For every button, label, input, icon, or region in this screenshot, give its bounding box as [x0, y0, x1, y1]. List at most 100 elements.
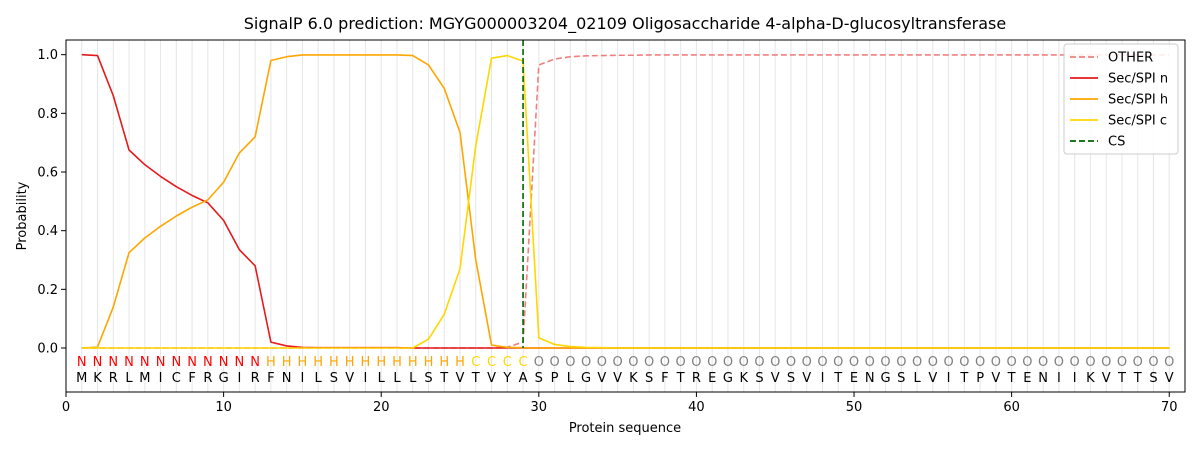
residue-label: N [282, 371, 292, 386]
region-label: N [171, 355, 181, 370]
x-tick-label: 30 [531, 400, 548, 415]
series-line-sec-spi-h [81, 54, 1170, 349]
residue-label: G [881, 371, 891, 386]
residue-label: R [692, 371, 701, 386]
residue-label: V [1165, 371, 1174, 386]
region-label: N [250, 355, 260, 370]
region-label: C [487, 355, 496, 370]
region-label: N [187, 355, 197, 370]
residue-label: G [219, 371, 229, 386]
region-label: C [471, 355, 480, 370]
series-line-other [81, 54, 1170, 349]
chart-title: SignalP 6.0 prediction: MGYG000003204_02… [244, 14, 1006, 34]
region-label: O [660, 355, 670, 370]
sequence-annotations: NMNKNRNLNMNINCNFNRNGNINRHFHNHIHLHSHVHIHL… [76, 355, 1174, 386]
residue-label: M [139, 371, 150, 386]
region-label: O [565, 355, 575, 370]
series-line-sec-spi-c [81, 54, 1170, 349]
residue-label: L [913, 371, 921, 386]
residue-label: T [1133, 371, 1142, 386]
region-label: H [345, 355, 355, 370]
region-label: O [1148, 355, 1158, 370]
region-label: H [266, 355, 276, 370]
region-label: N [93, 355, 103, 370]
residue-label: F [188, 371, 195, 386]
x-tick-label: 50 [846, 400, 863, 415]
region-label: O [534, 355, 544, 370]
region-label: O [817, 355, 827, 370]
region-label: O [707, 355, 717, 370]
region-label: O [896, 355, 906, 370]
region-label: O [880, 355, 890, 370]
region-label: O [865, 355, 875, 370]
region-label: O [691, 355, 701, 370]
region-label: O [644, 355, 654, 370]
region-label: N [156, 355, 166, 370]
region-label: O [1007, 355, 1017, 370]
residue-label: R [203, 371, 212, 386]
legend-label: Sec/SPI n [1108, 72, 1168, 87]
residue-label: V [613, 371, 622, 386]
legend-label: OTHER [1108, 51, 1153, 66]
axes: 0 10 20 30 40 50 60 70 0.0 0.2 0.4 0.6 0.8 1.0 [37, 48, 1177, 415]
region-label: N [140, 355, 150, 370]
residue-label: V [597, 371, 606, 386]
residue-label: V [991, 371, 1000, 386]
residue-label: R [109, 371, 118, 386]
residue-label: E [1023, 371, 1031, 386]
region-label: O [833, 355, 843, 370]
residue-label: I [1057, 371, 1061, 386]
region-label: H [424, 355, 434, 370]
region-label: O [1038, 355, 1048, 370]
y-tick-label: 1.0 [37, 48, 58, 63]
region-label: O [676, 355, 686, 370]
residue-label: K [93, 371, 102, 386]
residue-label: R [251, 371, 260, 386]
region-label: O [975, 355, 985, 370]
residue-label: S [330, 371, 338, 386]
region-label: O [849, 355, 859, 370]
y-tick-label: 0.2 [37, 283, 58, 298]
residue-label: E [850, 371, 858, 386]
region-label: H [439, 355, 449, 370]
region-label: N [77, 355, 87, 370]
residue-label: L [378, 371, 386, 386]
residue-label: S [1149, 371, 1157, 386]
y-tick-label: 0.8 [37, 107, 58, 122]
region-label: N [108, 355, 118, 370]
region-label: O [1054, 355, 1064, 370]
residue-label: T [959, 371, 968, 386]
region-label: O [912, 355, 922, 370]
region-label: H [313, 355, 323, 370]
residue-label: V [1102, 371, 1111, 386]
region-label: N [234, 355, 244, 370]
region-label: O [1101, 355, 1111, 370]
region-label: H [282, 355, 292, 370]
region-label: O [1022, 355, 1032, 370]
region-label: O [723, 355, 733, 370]
residue-label: T [439, 371, 448, 386]
legend-label: Sec/SPI h [1108, 93, 1168, 108]
region-label: O [1070, 355, 1080, 370]
region-label: O [597, 355, 607, 370]
legend-label: Sec/SPI c [1108, 114, 1167, 129]
residue-label: M [76, 371, 87, 386]
residue-label: I [947, 371, 951, 386]
residue-label: T [676, 371, 685, 386]
residue-label: F [267, 371, 274, 386]
y-tick-label: 0.6 [37, 166, 58, 181]
region-label: O [991, 355, 1001, 370]
residue-label: F [661, 371, 668, 386]
residue-label: G [723, 371, 733, 386]
residue-label: I [1073, 371, 1077, 386]
y-tick-label: 0.0 [37, 342, 58, 357]
region-label: O [928, 355, 938, 370]
residue-label: V [928, 371, 937, 386]
residue-label: I [159, 371, 163, 386]
residue-label: C [172, 371, 181, 386]
x-tick-label: 0 [62, 400, 70, 415]
x-tick-label: 70 [1161, 400, 1178, 415]
x-tick-label: 60 [1003, 400, 1020, 415]
region-label: O [754, 355, 764, 370]
